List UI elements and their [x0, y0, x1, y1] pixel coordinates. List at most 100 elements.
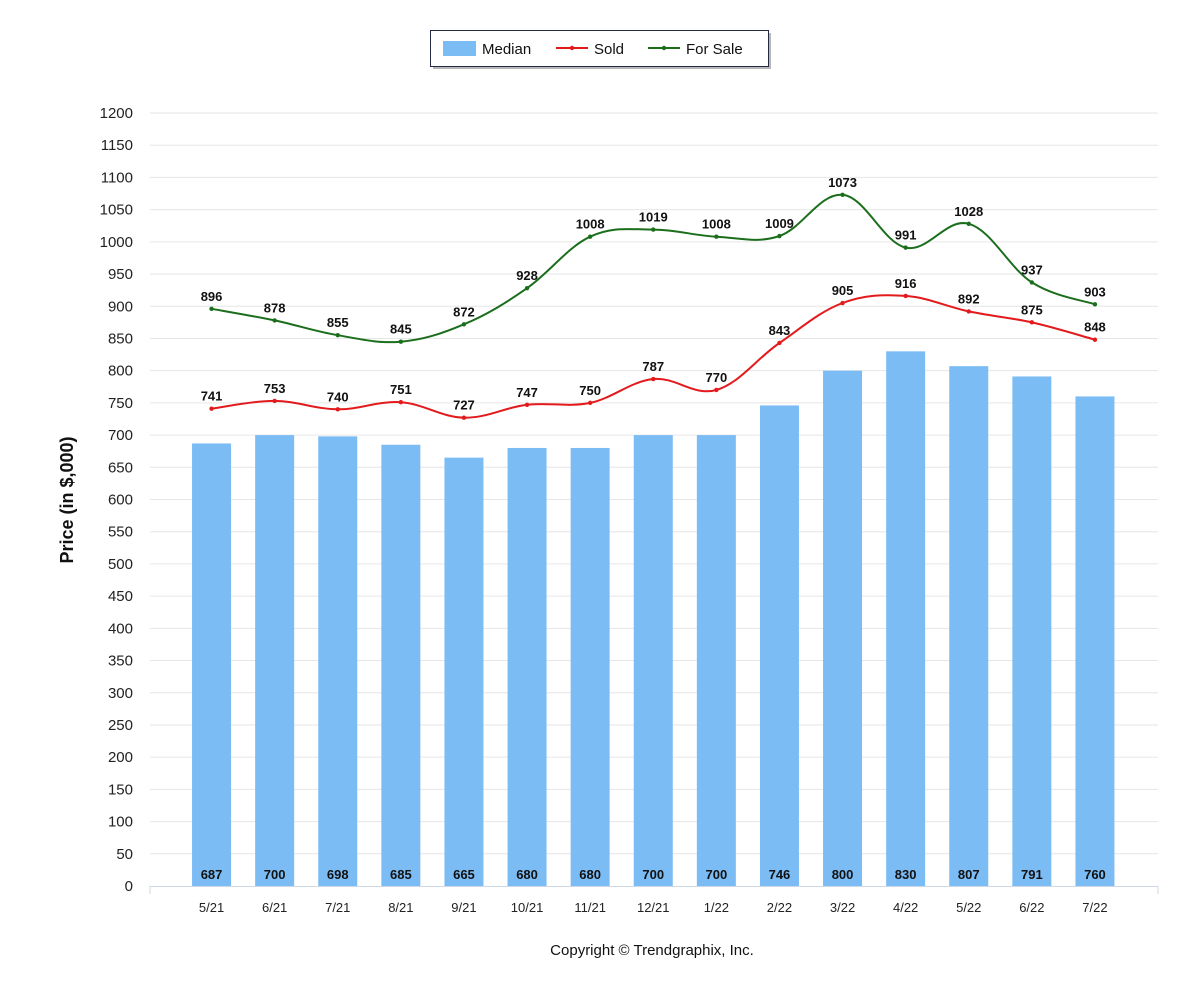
bar-series	[192, 351, 1115, 887]
bar-median	[318, 436, 358, 886]
y-tick-label: 450	[108, 588, 133, 605]
point-for-sale	[840, 192, 845, 198]
bar-value-label: 687	[201, 867, 223, 882]
point-label-sold: 848	[1084, 320, 1106, 335]
y-tick-label: 200	[108, 749, 133, 766]
legend-label-sold: Sold	[594, 41, 624, 58]
bar-median	[759, 405, 799, 886]
legend-label-median: Median	[482, 41, 531, 58]
point-label-for-sale: 896	[201, 289, 223, 304]
data-labels: 687 700 698 685 665 680 680 700 700 746 800 830 807 7…	[201, 175, 1106, 882]
y-tick-label: 300	[108, 685, 133, 702]
bar-value-label: 746	[769, 867, 791, 882]
legend: Median Sold For Sale	[430, 30, 771, 69]
point-sold	[209, 406, 214, 411]
bar-median	[1012, 376, 1052, 886]
point-sold	[1092, 337, 1098, 342]
y-tick-label: 750	[108, 395, 133, 412]
point-label-sold: 753	[264, 381, 286, 396]
point-for-sale	[587, 234, 593, 239]
point-for-sale	[398, 339, 404, 344]
point-sold	[398, 400, 404, 405]
point-label-for-sale: 991	[895, 228, 917, 243]
y-tick-label: 1000	[100, 234, 133, 251]
y-tick-label: 1200	[100, 105, 133, 122]
x-tick-label: 6/22	[1019, 900, 1044, 915]
legend-swatch-median	[443, 41, 476, 56]
y-tick-label: 1150	[101, 137, 133, 154]
x-tick-label: 5/21	[199, 900, 224, 915]
point-for-sale	[1029, 280, 1035, 285]
x-tick-label: 2/22	[767, 900, 792, 915]
point-sold	[903, 293, 908, 299]
axes: 0 50 100 150 200 250 300 350 400 450 500 550 600 650 7…	[100, 105, 1159, 915]
bar-median	[949, 366, 989, 887]
point-for-sale	[714, 234, 719, 239]
point-label-for-sale: 845	[390, 322, 412, 337]
y-tick-label: 250	[108, 717, 133, 734]
y-tick-label: 850	[108, 330, 133, 347]
point-sold	[461, 415, 467, 420]
x-tick-label: 5/22	[956, 900, 981, 915]
point-label-sold: 727	[453, 398, 475, 413]
point-label-for-sale: 878	[264, 300, 286, 315]
bar-value-label: 680	[516, 867, 538, 882]
bar-value-label: 698	[327, 867, 349, 882]
y-tick-label: 800	[108, 363, 133, 380]
point-sold	[1029, 320, 1035, 325]
bar-median	[1075, 396, 1115, 886]
point-label-for-sale: 1009	[765, 216, 794, 231]
bar-median	[570, 447, 610, 886]
point-label-sold: 750	[579, 383, 601, 398]
point-for-sale	[777, 233, 782, 239]
point-for-sale	[903, 245, 908, 250]
point-label-sold: 751	[390, 382, 412, 397]
point-label-sold: 875	[1021, 302, 1043, 317]
bar-value-label: 830	[895, 867, 917, 882]
point-sold	[272, 398, 277, 404]
bar-value-label: 760	[1084, 867, 1106, 882]
x-tick-label: 12/21	[637, 900, 670, 915]
point-sold	[966, 309, 971, 314]
legend-marker-for-sale	[661, 45, 667, 51]
y-tick-label: 600	[108, 492, 133, 509]
point-for-sale	[209, 306, 214, 312]
x-tick-label: 10/21	[511, 900, 544, 915]
y-tick-label: 150	[108, 781, 133, 798]
y-tick-label: 650	[108, 459, 133, 476]
point-for-sale	[966, 221, 971, 226]
copyright-text: Copyright © Trendgraphix, Inc.	[550, 942, 754, 959]
point-sold	[840, 300, 845, 306]
bar-median	[696, 435, 736, 886]
point-sold	[587, 400, 593, 406]
y-tick-label: 100	[108, 814, 133, 831]
bar-median	[381, 444, 421, 886]
legend-label-for-sale: For Sale	[686, 41, 743, 58]
y-tick-label: 1100	[101, 169, 133, 186]
point-label-sold: 740	[327, 389, 349, 404]
bar-value-label: 665	[453, 867, 475, 882]
point-label-for-sale: 1008	[702, 217, 731, 232]
point-label-sold: 905	[832, 283, 854, 298]
point-sold	[714, 387, 719, 393]
y-tick-label: 950	[108, 266, 133, 283]
point-sold	[651, 376, 656, 382]
y-tick-label: 350	[108, 653, 133, 670]
point-label-for-sale: 855	[327, 315, 349, 330]
x-tick-label: 7/21	[325, 900, 350, 915]
x-tick-label: 11/21	[574, 900, 606, 915]
x-tick-label: 8/21	[388, 900, 413, 915]
point-label-sold: 747	[516, 385, 538, 400]
point-sold	[777, 340, 782, 346]
point-for-sale	[651, 227, 656, 232]
point-label-for-sale: 928	[516, 268, 538, 283]
y-tick-label: 1050	[100, 202, 133, 219]
bar-value-label: 800	[832, 867, 854, 882]
bar-median	[886, 351, 926, 886]
legend-marker-sold	[569, 45, 575, 51]
x-tick-label: 9/21	[451, 900, 476, 915]
point-for-sale	[272, 318, 277, 323]
point-label-sold: 916	[895, 276, 917, 291]
x-tick-label: 7/22	[1082, 900, 1107, 915]
